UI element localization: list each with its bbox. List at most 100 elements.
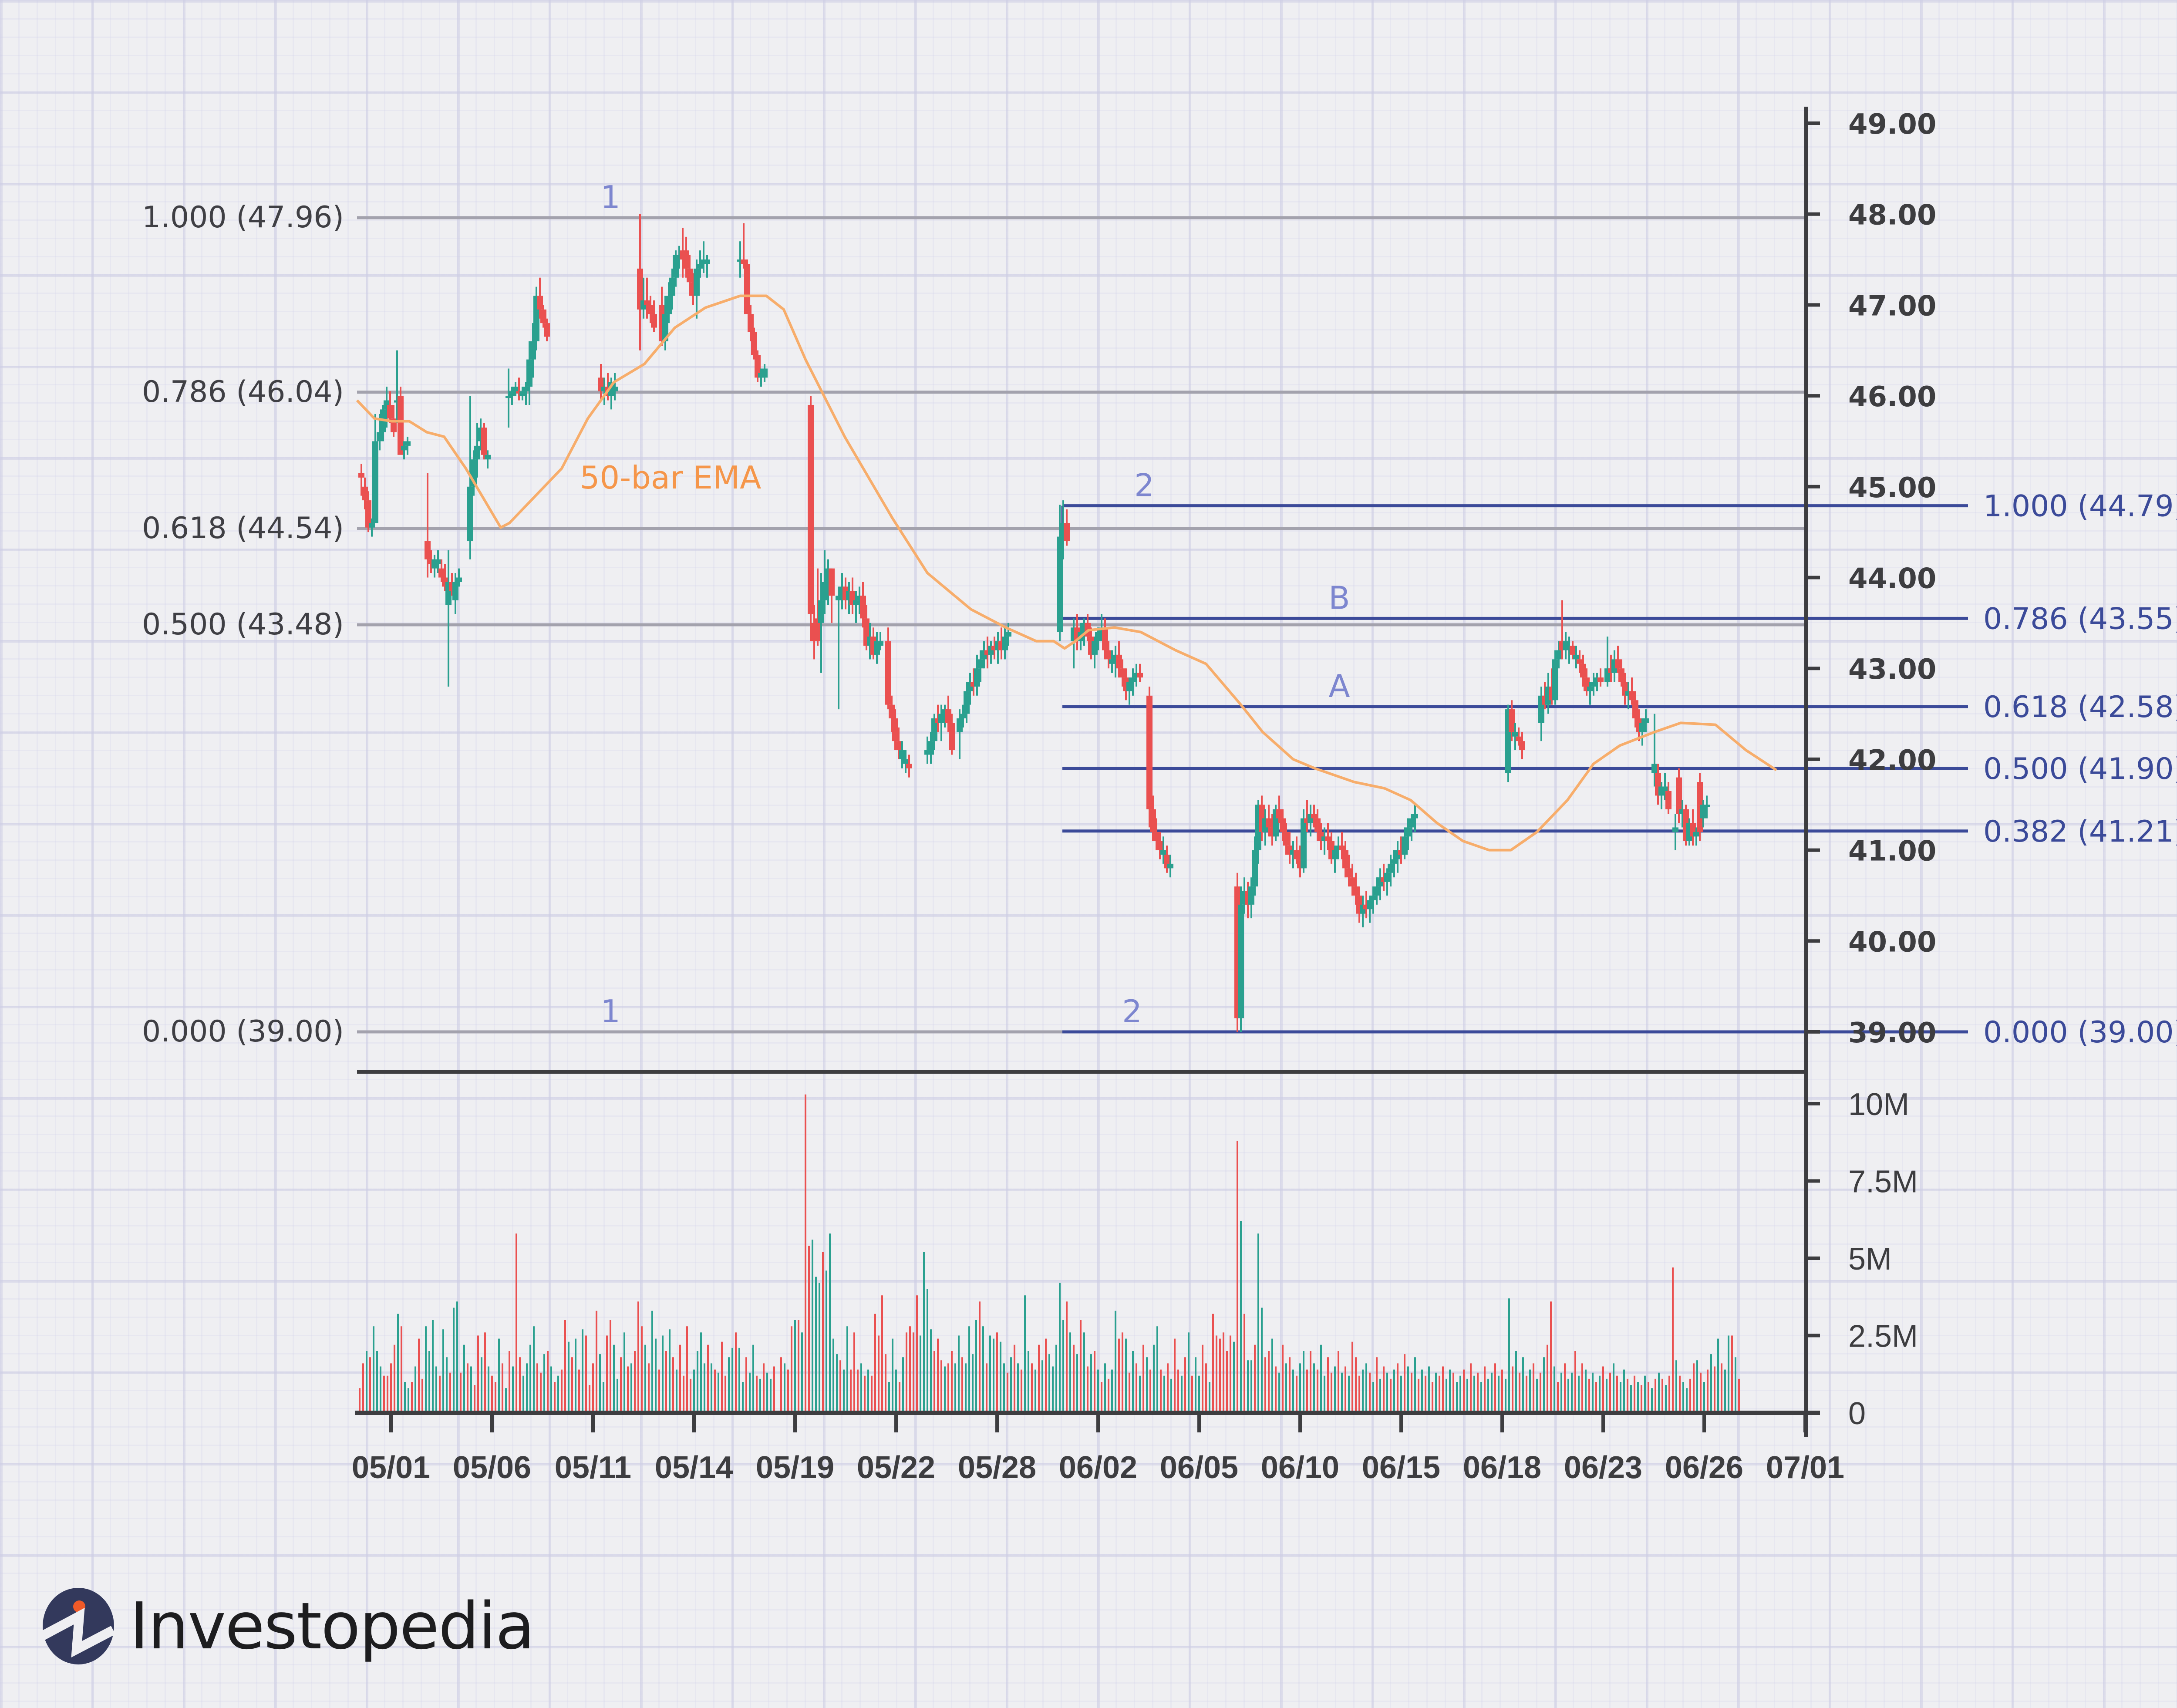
candle-body	[1157, 841, 1163, 850]
wave-b-label: B	[1328, 579, 1350, 616]
candle-body	[1346, 868, 1352, 878]
candle-body	[435, 559, 441, 564]
candle-body	[485, 455, 491, 460]
candle-body	[1137, 673, 1143, 678]
candle-body	[1119, 668, 1126, 678]
candle-body	[1160, 850, 1166, 855]
candle-body	[1552, 659, 1558, 701]
candle-body	[836, 596, 842, 600]
candle-body	[1662, 786, 1668, 791]
candle-body	[1342, 850, 1348, 869]
candle-body	[662, 314, 668, 341]
candle-body	[1252, 850, 1258, 887]
candle-body	[1301, 818, 1307, 869]
investopedia-logo[interactable]: Investopedia	[39, 1585, 535, 1668]
candle-body	[358, 473, 364, 478]
price-tick-label: 46.00	[1848, 381, 1936, 413]
candle-body	[1363, 904, 1369, 910]
candle-body	[1130, 677, 1136, 682]
price-tick-label: 45.00	[1848, 472, 1936, 504]
candle-body	[537, 296, 543, 310]
candle-body	[945, 709, 951, 723]
candle-body	[481, 428, 487, 455]
candle-body	[1335, 846, 1341, 850]
candle-body	[984, 650, 991, 655]
candle-body	[523, 387, 529, 391]
candle-body	[697, 264, 703, 269]
price-tick-label: 39.00	[1848, 1017, 1936, 1049]
candle-body	[398, 396, 404, 455]
candle-body	[758, 373, 764, 378]
date-tick-label: 06/10	[1261, 1450, 1339, 1485]
candle-body	[509, 391, 515, 396]
candle-body	[1405, 827, 1411, 837]
candle-body	[1109, 659, 1115, 664]
chart-axes: 49.00 48.00 47.00 46.00 45.00 44.00 43.00 42.00…	[352, 107, 1936, 1485]
candle-body	[903, 759, 909, 764]
candle-body	[1349, 877, 1355, 887]
candle-body	[1643, 718, 1649, 723]
date-tick-label: 07/01	[1766, 1450, 1844, 1485]
date-tick-label: 06/23	[1564, 1450, 1642, 1485]
candle-body	[1412, 814, 1418, 819]
candle-body	[748, 314, 754, 333]
candle-body	[906, 764, 912, 768]
candle-body	[1615, 659, 1621, 669]
candle-body	[1519, 741, 1525, 751]
candle-body	[1672, 827, 1678, 832]
date-tick-label: 05/11	[555, 1450, 631, 1485]
candle-body	[452, 582, 458, 600]
price-tick-label: 42.00	[1848, 745, 1936, 777]
candle-body	[687, 268, 693, 283]
candle-body	[896, 741, 902, 751]
fib2-level-label: 0.382 (41.21)	[1983, 815, 2177, 849]
candle-body	[1370, 895, 1376, 900]
candle-body	[1105, 650, 1112, 660]
candle-body	[1402, 836, 1408, 855]
candle-body	[1095, 632, 1101, 641]
candle-body	[519, 391, 526, 396]
candle-body	[1388, 863, 1394, 873]
candle-body	[1577, 659, 1583, 664]
candle-body	[1283, 832, 1289, 846]
candle-body	[1618, 668, 1624, 682]
candle-body	[877, 641, 883, 646]
date-tick-label: 05/19	[756, 1450, 834, 1485]
candle-body	[1693, 832, 1699, 837]
candle-body	[1290, 850, 1296, 855]
candle-body	[1167, 863, 1173, 869]
candle-body	[438, 568, 445, 578]
candle-body	[365, 500, 371, 528]
candle-body	[744, 264, 750, 314]
fib2-level-label: 0.500 (41.90)	[1983, 752, 2177, 786]
candle-body	[935, 718, 941, 723]
candle-body	[755, 355, 761, 378]
date-tick-label: 06/26	[1665, 1450, 1743, 1485]
investopedia-logo-icon	[39, 1588, 116, 1664]
candle-body	[1639, 723, 1645, 732]
candle-body	[704, 259, 710, 264]
date-tick-label: 06/18	[1463, 1450, 1541, 1485]
candle-body	[1321, 836, 1328, 841]
candle-body	[1625, 691, 1631, 696]
wave-a-label: A	[1328, 668, 1350, 704]
date-tick-label: 06/15	[1362, 1450, 1440, 1485]
candle-body	[1512, 732, 1518, 737]
fib2-level-label: 1.000 (44.79)	[1983, 489, 2177, 524]
candle-body	[526, 359, 532, 387]
candle-body	[1566, 646, 1572, 650]
volume-tick-label: 5M	[1848, 1242, 1892, 1277]
candle-body	[1384, 873, 1390, 882]
candle-body	[1556, 650, 1562, 660]
date-tick-label: 05/22	[857, 1450, 935, 1485]
candle-body	[1116, 654, 1122, 669]
candle-body	[1594, 677, 1600, 682]
volume-tick-label: 10M	[1848, 1087, 1909, 1122]
fib2-level-label: 0.618 (42.58)	[1983, 690, 2177, 724]
fib1-level-label: 0.000 (39.00)	[142, 1014, 344, 1049]
candle-body	[1573, 654, 1579, 660]
candle-body	[889, 704, 895, 718]
candle-body	[1002, 637, 1008, 650]
wave-1-top-label: 1	[600, 179, 620, 216]
candle-body	[425, 541, 431, 559]
